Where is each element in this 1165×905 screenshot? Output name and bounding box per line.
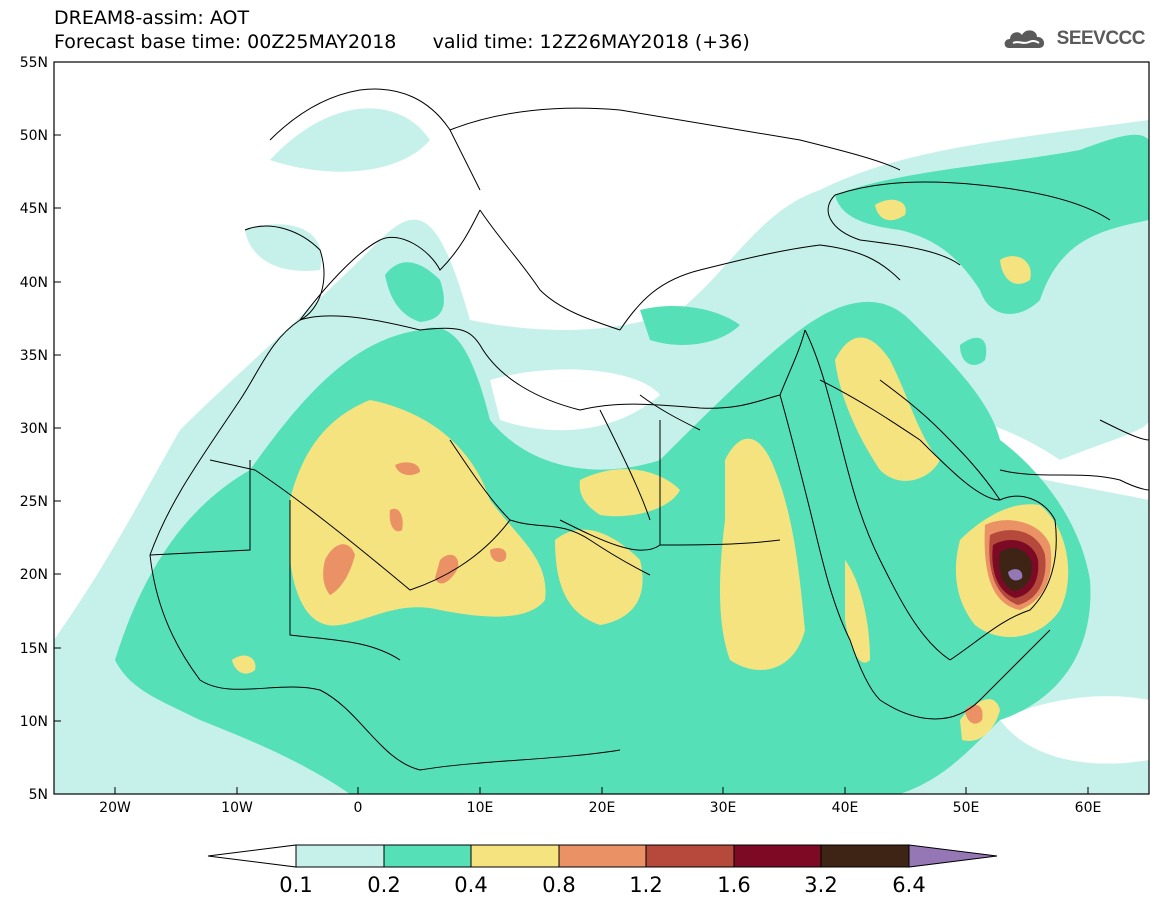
lat-tick-label: 15N <box>20 641 48 657</box>
lon-axis <box>114 787 1089 794</box>
colorbar-label: 0.2 <box>367 873 400 897</box>
colorbar-over-arrow <box>908 844 998 868</box>
aot-level-6.4 <box>1008 569 1023 581</box>
lat-tick-label: 25N <box>20 494 48 510</box>
colorbar-label: 1.6 <box>717 873 750 897</box>
lon-tick-label: 40E <box>832 800 859 816</box>
lon-tick-label: 30E <box>710 800 737 816</box>
model-title: DREAM8-assim: AOT <box>54 7 250 29</box>
colorbar-label: 3.2 <box>804 873 837 897</box>
colorbar-label: 6.4 <box>892 873 925 897</box>
colorbar-box <box>558 844 647 868</box>
lon-tick-label: 10W <box>221 800 253 816</box>
colorbar-box <box>820 844 910 868</box>
lat-tick-label: 45N <box>20 201 48 217</box>
lon-tick-label: 10E <box>467 800 494 816</box>
logo-text: SEEVCCC <box>1056 28 1146 49</box>
colorbar-label: 0.1 <box>279 873 312 897</box>
lat-tick-label: 10N <box>20 714 48 730</box>
colorbar-label: 0.4 <box>454 873 487 897</box>
colorbar-box <box>645 844 735 868</box>
aot-shading <box>54 108 1149 794</box>
colorbar-under-arrow <box>207 844 297 868</box>
lat-tick-label: 30N <box>20 421 48 437</box>
lat-tick-label: 55N <box>20 55 48 71</box>
lon-tick-label: 60E <box>1075 800 1102 816</box>
lat-tick-label: 35N <box>20 348 48 364</box>
time-line: Forecast base time: 00Z25MAY2018 valid t… <box>54 30 750 54</box>
valid-time: valid time: 12Z26MAY2018 (+36) <box>432 31 750 53</box>
colorbar-box <box>383 844 472 868</box>
colorbar-label: 0.8 <box>542 873 575 897</box>
lon-tick-label: 20E <box>589 800 616 816</box>
colorbar-box <box>295 844 385 868</box>
lon-tick-label: 20W <box>99 800 131 816</box>
lat-tick-label: 50N <box>20 128 48 144</box>
colorbar-box <box>733 844 822 868</box>
colorbar <box>207 844 998 868</box>
lat-tick-label: 40N <box>20 275 48 291</box>
lon-tick-label: 0 <box>354 800 363 816</box>
map-header: DREAM8-assim: AOT Forecast base time: 00… <box>54 6 750 54</box>
colorbar-box <box>470 844 560 868</box>
lat-tick-label: 5N <box>29 787 48 803</box>
coastlines <box>149 88 1149 771</box>
cloud-logo-icon <box>1004 30 1044 48</box>
colorbar-label: 1.2 <box>629 873 662 897</box>
lon-tick-label: 50E <box>953 800 980 816</box>
lat-axis <box>54 61 61 795</box>
lat-tick-label: 20N <box>20 567 48 583</box>
forecast-base-time: Forecast base time: 00Z25MAY2018 <box>54 31 397 53</box>
seevccc-logo: SEEVCCC <box>1001 24 1146 54</box>
